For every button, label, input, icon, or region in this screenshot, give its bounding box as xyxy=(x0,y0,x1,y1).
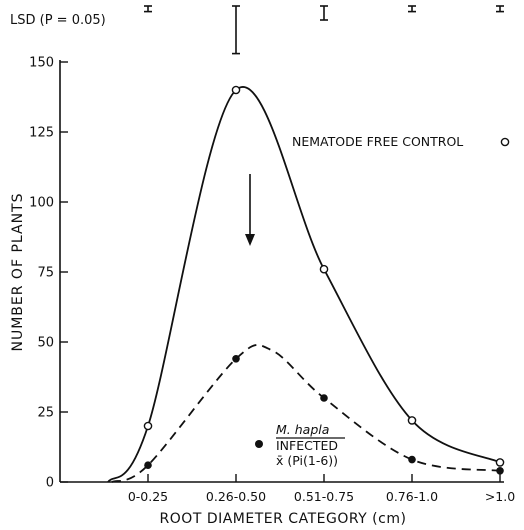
y-tick-label: 150 xyxy=(29,56,54,71)
series-line-infected xyxy=(111,344,501,483)
arrow-annotation xyxy=(245,174,255,246)
legend: NEMATODE FREE CONTROL M. hapla INFECTED … xyxy=(255,134,510,468)
x-tick-label: 0-0.25 xyxy=(128,489,168,504)
lsd-label: LSD (P = 0.05) xyxy=(10,13,106,28)
point-control xyxy=(495,458,505,467)
y-tick-label: 25 xyxy=(37,406,54,421)
y-tick-label: 125 xyxy=(29,126,54,141)
point-control xyxy=(407,416,417,425)
x-tick-label: 0.76-1.0 xyxy=(386,489,438,504)
point-infected xyxy=(320,394,328,402)
x-axis-ticks: 0-0.25 0.26-0.50 0.51-0.75 0.76-1.0 >1.0 xyxy=(128,474,515,504)
x-axis-label: ROOT DIAMETER CATEGORY (cm) xyxy=(160,511,407,527)
point-infected xyxy=(232,355,240,363)
legend-marker-infected xyxy=(255,440,263,448)
legend-marker-control xyxy=(500,137,510,147)
lsd-bar xyxy=(232,5,240,55)
x-tick-label: >1.0 xyxy=(485,489,515,504)
x-tick-label: 0.26-0.50 xyxy=(206,489,266,504)
point-infected xyxy=(408,455,416,464)
y-tick-label: 75 xyxy=(37,266,54,281)
annotations xyxy=(245,174,255,246)
point-control xyxy=(231,85,241,95)
series-points xyxy=(143,85,505,475)
y-axis-ticks: 0 25 50 75 100 125 150 xyxy=(29,56,68,491)
point-control xyxy=(319,264,329,274)
axes xyxy=(59,60,504,483)
point-infected xyxy=(144,461,152,470)
y-tick-label: 100 xyxy=(29,196,54,211)
legend-label-infected-species: M. hapla xyxy=(276,422,329,437)
point-infected xyxy=(496,467,504,475)
y-axis-label: NUMBER OF PLANTS xyxy=(10,192,26,351)
y-tick-label: 50 xyxy=(37,336,54,351)
point-control xyxy=(143,421,153,431)
x-tick-label: 0.51-0.75 xyxy=(294,489,354,504)
legend-label-infected: INFECTED xyxy=(276,438,338,453)
lsd-bar xyxy=(320,5,328,21)
legend-label-infected-mean: x̄ (Pi(1-6)) xyxy=(276,453,338,468)
lsd-bar xyxy=(496,5,504,13)
lsd-bar xyxy=(408,5,416,13)
lsd-bar xyxy=(144,5,152,13)
y-tick-label: 0 xyxy=(46,476,54,491)
legend-label-control: NEMATODE FREE CONTROL xyxy=(292,134,463,149)
lsd-bars xyxy=(144,5,504,55)
